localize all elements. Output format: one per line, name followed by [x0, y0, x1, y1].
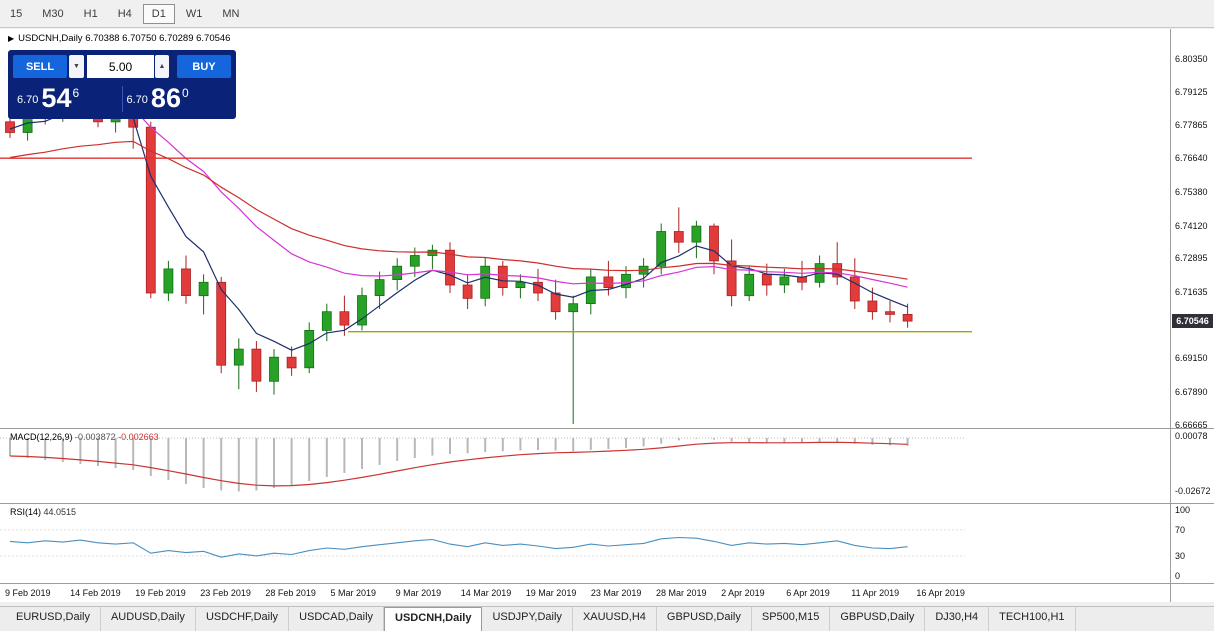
chart-tab-xauusd-h4[interactable]: XAUUSD,H4	[573, 607, 657, 631]
price-tick: 6.75380	[1175, 186, 1208, 197]
current-price-badge: 6.70546	[1172, 314, 1213, 329]
chart-tab-audusd-daily[interactable]: AUDUSD,Daily	[101, 607, 196, 631]
price-tick: 6.80350	[1175, 54, 1208, 64]
chart-title-text: USDCNH,Daily 6.70388 6.70750 6.70289 6.7…	[18, 33, 231, 44]
panel-separator[interactable]	[0, 428, 1214, 429]
date-label: 11 Apr 2019	[851, 588, 900, 598]
price-tick: 6.66665	[1175, 419, 1208, 430]
macd-main-value: -0.003872	[75, 432, 116, 442]
ask-big-digits: 86	[150, 83, 181, 113]
timeframe-d1[interactable]: D1	[142, 3, 175, 24]
chart-title: ▶ USDCNH,Daily 6.70388 6.70750 6.70289 6.…	[8, 33, 230, 44]
chart-tab-usdchf-daily[interactable]: USDCHF,Daily	[196, 607, 290, 631]
bid-big-digits: 54	[41, 83, 72, 113]
timeframe-h4[interactable]: H4	[117, 7, 132, 20]
chart-background	[0, 29, 1214, 602]
rsi-name: RSI(14)	[10, 507, 42, 517]
scale-separator	[1170, 29, 1171, 602]
lot-increase-button[interactable]: ▲	[155, 55, 169, 78]
chart-tab-tech100-h1[interactable]: TECH100,H1	[989, 607, 1076, 631]
rsi-line	[9, 536, 908, 558]
ask-prefix: 6.70	[126, 94, 148, 106]
candlesticks	[5, 89, 913, 424]
macd-signal-value: -0.002663	[118, 432, 159, 442]
ma-slow	[9, 140, 908, 280]
one-click-trading-panel: SELL ▼ 5.00 ▲ BUY 6.70 54 6 6.70 86 0	[8, 50, 236, 119]
date-axis[interactable]: 9 Feb 2019 14 Feb 2019 19 Feb 2019 23 Feb 2…	[0, 584, 1171, 602]
date-label: 6 Apr 2019	[786, 588, 830, 598]
chevron-up-icon: ▲	[158, 63, 166, 70]
chart-tabs: EURUSD,Daily AUDUSD,Daily USDCHF,Daily USDC…	[0, 606, 1214, 631]
panel-separator[interactable]	[0, 503, 1214, 504]
chart-tab-usdcad-daily[interactable]: USDCAD,Daily	[289, 607, 385, 631]
bid-price[interactable]: 6.70 54 6	[13, 83, 122, 114]
chart-tab-usdjpy-daily[interactable]: USDJPY,Daily	[482, 607, 573, 631]
timeframe-15[interactable]: 15	[10, 7, 23, 20]
price-tick: 6.72895	[1175, 253, 1208, 264]
chart-tab-dj30-h4[interactable]: DJ30,H4	[925, 607, 990, 631]
date-label: 19 Feb 2019	[135, 588, 186, 598]
order-type-dropdown[interactable]: ▼	[69, 55, 84, 78]
date-label: 23 Mar 2019	[590, 588, 642, 598]
quote-divider	[121, 85, 123, 112]
date-label: 28 Feb 2019	[265, 588, 316, 598]
chart-tab-gbpusd-daily[interactable]: GBPUSD,Daily	[657, 607, 752, 631]
rsi-tick: 100	[1175, 505, 1191, 515]
rsi-value: 44.0515	[43, 507, 77, 517]
price-tick: 6.77865	[1175, 120, 1208, 131]
rsi-tick: 70	[1175, 524, 1186, 535]
lot-size-input[interactable]: 5.00	[87, 55, 154, 78]
date-label: 16 Apr 2019	[916, 588, 965, 598]
macd-panel[interactable]	[0, 429, 1171, 503]
rsi-tick: 30	[1175, 550, 1186, 561]
price-tick: 6.71635	[1175, 287, 1208, 298]
macd-name: MACD(12,26,9)	[10, 432, 73, 442]
rsi-tick: 0	[1175, 570, 1181, 581]
price-scale[interactable]: 6.80350 6.79125 6.77865 6.76640 6.75380 6.741…	[1171, 29, 1214, 602]
chevron-down-icon: ▼	[73, 63, 80, 70]
price-tick: 6.67890	[1175, 387, 1208, 398]
ma-mid	[9, 99, 908, 288]
macd-tick: 0.00078	[1175, 431, 1208, 442]
chart-tab-sp500-m15[interactable]: SP500,M15	[752, 607, 831, 631]
date-label: 28 Mar 2019	[656, 588, 707, 598]
macd-label: MACD(12,26,9) -0.003872 -0.002663	[10, 432, 159, 442]
chart-tab-gbpusd-daily[interactable]: GBPUSD,Daily	[830, 607, 926, 631]
bid-sup-digit: 6	[72, 86, 80, 100]
chart-tab-eurusd-daily[interactable]: EURUSD,Daily	[6, 607, 101, 631]
sell-button[interactable]: SELL	[13, 55, 67, 78]
panel-separator	[0, 583, 1214, 584]
price-tick: 6.79125	[1175, 86, 1208, 97]
rsi-label: RSI(14) 44.0515	[10, 507, 76, 517]
chart-marker-icon: ▶	[8, 34, 15, 43]
macd-signal-line	[9, 441, 908, 487]
price-tick: 6.76640	[1175, 153, 1208, 164]
timeframe-h1[interactable]: H1	[83, 7, 98, 20]
date-label: 9 Feb 2019	[5, 588, 51, 598]
date-label: 14 Mar 2019	[460, 588, 512, 598]
date-label: 14 Feb 2019	[70, 588, 121, 598]
ask-sup-digit: 0	[181, 86, 189, 100]
timeframe-w1[interactable]: W1	[185, 7, 203, 20]
date-label: 2 Apr 2019	[721, 588, 765, 598]
date-label: 9 Mar 2019	[395, 588, 442, 598]
buy-button[interactable]: BUY	[177, 55, 231, 78]
macd-tick: -0.02672	[1175, 486, 1211, 497]
bid-prefix: 6.70	[17, 94, 39, 106]
price-tick: 6.69150	[1175, 353, 1208, 364]
rsi-panel[interactable]	[0, 504, 1171, 583]
ask-price[interactable]: 6.70 86 0	[123, 83, 232, 114]
date-label: 23 Feb 2019	[200, 588, 251, 598]
timeframe-m30[interactable]: M30	[42, 7, 64, 20]
chart-tab-usdcnh-daily[interactable]: USDCNH,Daily	[384, 607, 483, 631]
timeframe-mn[interactable]: MN	[222, 7, 240, 20]
date-label: 19 Mar 2019	[525, 588, 577, 598]
price-tick: 6.74120	[1175, 220, 1208, 231]
date-label: 5 Mar 2019	[330, 588, 377, 598]
timeframe-toolbar: 15 M30 H1 H4 D1 W1 MN	[0, 0, 1214, 28]
